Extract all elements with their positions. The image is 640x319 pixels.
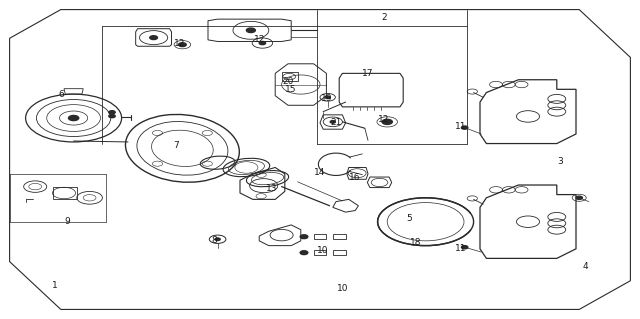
Circle shape [330,121,335,123]
Circle shape [461,126,468,129]
Text: 8: 8 [212,236,217,245]
Circle shape [576,196,582,199]
Text: 5: 5 [407,214,412,223]
Text: 1: 1 [52,281,57,290]
Circle shape [150,36,157,40]
Text: 6: 6 [58,90,63,99]
Text: 7: 7 [173,141,179,150]
Circle shape [215,238,220,241]
Circle shape [109,115,115,118]
Text: 20: 20 [282,77,294,86]
Text: 10: 10 [317,246,329,255]
Text: 4: 4 [583,262,588,271]
Text: 12: 12 [378,115,390,124]
Text: 2: 2 [381,13,387,22]
Circle shape [300,235,308,239]
Text: 14: 14 [314,168,326,177]
Text: 9: 9 [65,217,70,226]
Text: 12: 12 [173,39,185,48]
Circle shape [68,115,79,121]
Text: 21: 21 [330,118,342,127]
Text: 17: 17 [362,69,374,78]
Circle shape [461,246,468,249]
Text: 10: 10 [337,284,348,293]
Text: 18: 18 [410,238,422,247]
Circle shape [246,28,255,33]
Circle shape [179,43,186,47]
Circle shape [382,119,392,124]
Text: 13: 13 [266,184,278,193]
Text: 15: 15 [285,85,297,94]
Circle shape [259,41,266,45]
Circle shape [300,251,308,255]
Text: 16: 16 [349,173,361,182]
Text: 3: 3 [557,157,563,166]
Text: 12: 12 [253,35,265,44]
Text: 11: 11 [455,244,467,253]
Circle shape [325,96,330,99]
Text: 19: 19 [321,94,332,103]
Circle shape [109,111,115,114]
Text: 11: 11 [455,122,467,130]
